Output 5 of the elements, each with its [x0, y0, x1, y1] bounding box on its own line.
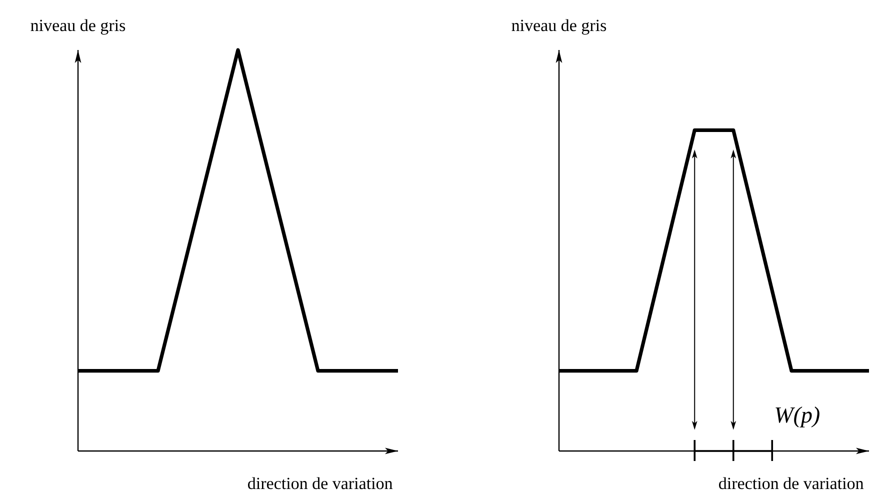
y-axis-title: niveau de gris: [512, 19, 606, 35]
x-axis-title: direction de variation: [719, 477, 864, 490]
y-axis-title: niveau de gris: [30, 19, 126, 35]
x-axis-title: direction de variation: [248, 477, 393, 490]
annotation: W(p): [776, 406, 820, 428]
